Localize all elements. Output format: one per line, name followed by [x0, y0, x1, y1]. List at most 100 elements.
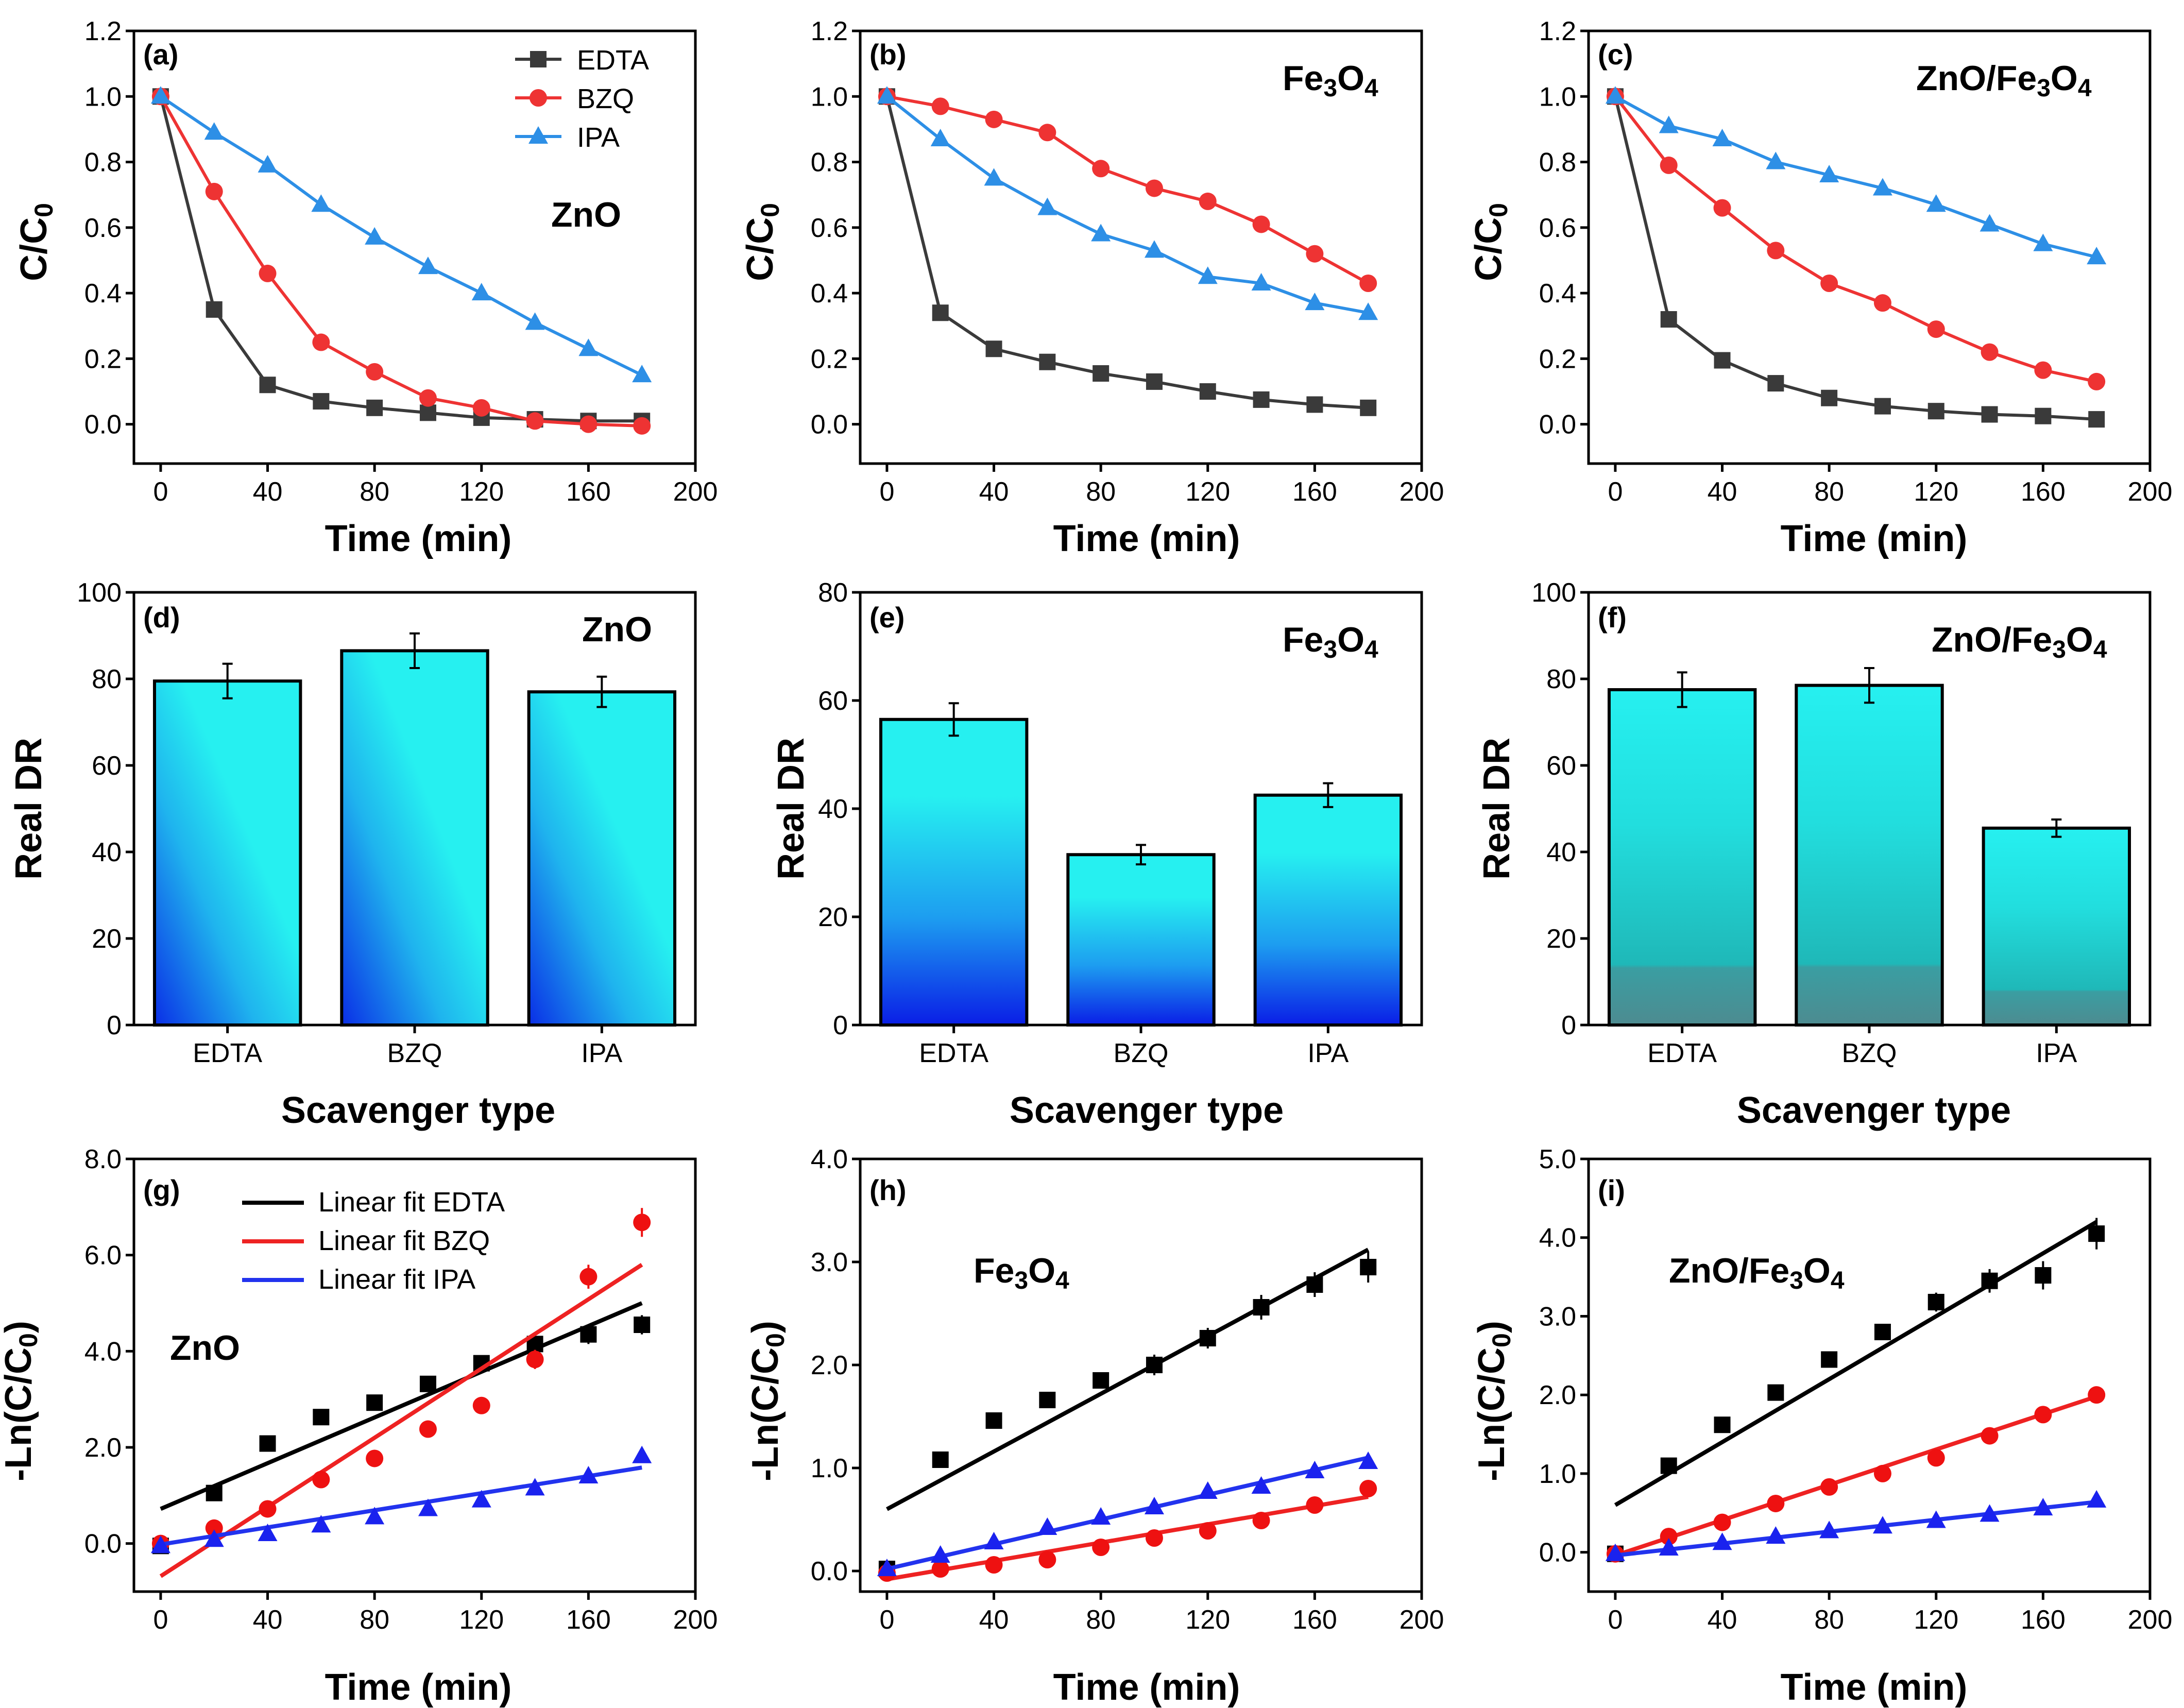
point-edta [1199, 383, 1216, 400]
point-ipa [1980, 1504, 2000, 1522]
point-ipa [578, 1466, 599, 1483]
point-ipa [2033, 233, 2053, 251]
legend-label-ipa: IPA [577, 122, 620, 153]
point-edta [1874, 398, 1891, 415]
point-ipa [877, 86, 897, 104]
point-ipa [418, 1498, 438, 1516]
bar-edta [879, 718, 1029, 1027]
point-edta [985, 340, 1002, 357]
point-edta [1306, 1276, 1323, 1293]
x-tick-label: 40 [979, 477, 1009, 507]
x-tick-label: 80 [1814, 477, 1844, 507]
point-bzq [1038, 124, 1056, 142]
y-tick-label: 2.0 [84, 1433, 122, 1463]
y-tick-label: 0 [833, 1011, 848, 1040]
point-edta [1927, 403, 1944, 420]
legend: EDTA BZQ IPA [577, 45, 649, 153]
y-tick-label: 0.8 [1539, 148, 1576, 178]
point-edta [580, 1326, 597, 1343]
point-ipa [1605, 1543, 1625, 1561]
fit-line-bzq [159, 1262, 643, 1578]
point-ipa [578, 338, 599, 356]
point-bzq [931, 97, 949, 115]
point-edta [1714, 352, 1731, 369]
x-tick-label: 160 [1292, 477, 1337, 507]
y-tick-label: 20 [818, 902, 848, 932]
point-ipa [1766, 1526, 1786, 1544]
material-label: ZnO/Fe3O4 [1669, 1251, 1845, 1294]
y-tick-label: 0 [1561, 1011, 1576, 1040]
point-ipa [1926, 1510, 1946, 1528]
point-ipa [2087, 1490, 2107, 1508]
point-edta [634, 1317, 651, 1333]
legend-label-edta: Linear fit EDTA [318, 1187, 505, 1218]
y-axis-label: C/C0 [1468, 203, 1513, 281]
plot-layer: 0.0 1.0 2.0 3.0 4.0 0 40 80 120 160 200 [811, 1145, 1444, 1635]
legend-marker [530, 89, 547, 107]
material-label: Fe3O4 [1283, 59, 1378, 102]
point-edta [1253, 391, 1270, 408]
y-tick-label: 0.0 [811, 410, 848, 440]
point-bzq [579, 415, 598, 433]
point-edta [1199, 1330, 1216, 1346]
point-ipa [1091, 1507, 1111, 1525]
category-label: EDTA [193, 1038, 262, 1068]
x-tick-label: 40 [1708, 1605, 1737, 1635]
y-axis-label: -Ln(C/C0) [745, 1321, 790, 1481]
point-ipa [1358, 302, 1378, 320]
point-ipa [1251, 1476, 1271, 1494]
point-ipa [258, 155, 278, 173]
fit-line-ipa [160, 1465, 642, 1547]
point-ipa [1926, 194, 1946, 212]
x-axis-label: Time (min) [325, 1667, 512, 1708]
fit-line-bzq [1614, 1394, 2097, 1558]
point-edta [2035, 407, 2052, 424]
plot-frame [132, 1157, 697, 1593]
point-edta [259, 1435, 276, 1452]
plot-frame [132, 29, 697, 465]
point-bzq [312, 1471, 330, 1489]
panel-tag: (g) [143, 1174, 180, 1206]
bar-ipa [527, 690, 677, 1027]
bar-bzq [340, 649, 489, 1027]
panel-i-znofe3o4-kinetics: 0.0 1.0 2.0 3.0 4.0 5.0 0 40 80 120 160 200 (i) ZnO… [1471, 1145, 2172, 1708]
y-tick-label: 0.2 [1539, 344, 1576, 374]
y-tick-label: 0.0 [84, 410, 122, 440]
point-bzq [985, 110, 1003, 128]
series-line-edta [159, 96, 642, 423]
y-axis-label: Real DR [771, 738, 812, 880]
legend-label-edta: EDTA [577, 45, 649, 76]
y-tick-label: 4.0 [811, 1145, 848, 1174]
y-tick-label: 100 [1531, 578, 1576, 608]
panel-tag: (c) [1598, 38, 1633, 71]
category-label: IPA [1307, 1038, 1349, 1068]
y-tick-label: 0.6 [1539, 213, 1576, 243]
point-ipa [311, 194, 331, 212]
legend-label-ipa: Linear fit IPA [318, 1264, 475, 1295]
x-tick-label: 0 [153, 477, 168, 507]
plot-layer: 0.0 1.0 2.0 3.0 4.0 5.0 0 40 80 120 160 200 [1539, 1145, 2173, 1635]
y-tick-label: 0 [107, 1011, 122, 1040]
y-tick-label: 4.0 [84, 1337, 122, 1367]
y-tick-label: 20 [92, 924, 122, 954]
x-tick-label: 160 [566, 1605, 611, 1635]
y-tick-label: 0.8 [84, 148, 122, 178]
y-tick-label: 2.0 [1539, 1380, 1576, 1410]
point-ipa [471, 1490, 491, 1508]
plot-layer: 0 20 40 60 80 100 EDTA BZQ IPA [1531, 578, 2152, 1068]
material-label: ZnO [170, 1328, 240, 1368]
point-ipa [150, 1535, 170, 1553]
y-tick-label: 60 [92, 751, 122, 781]
point-bzq [1145, 1529, 1163, 1547]
y-tick-label: 1.0 [84, 82, 122, 112]
x-tick-label: 80 [360, 477, 389, 507]
point-edta [1039, 1392, 1056, 1408]
y-tick-label: 0.6 [811, 213, 848, 243]
point-ipa [1358, 1451, 1378, 1469]
x-tick-label: 0 [1608, 477, 1623, 507]
point-ipa [311, 1515, 331, 1533]
category-label: EDTA [919, 1038, 988, 1068]
point-bzq [1981, 343, 1999, 361]
point-edta [1660, 311, 1677, 328]
point-edta [419, 1375, 436, 1392]
